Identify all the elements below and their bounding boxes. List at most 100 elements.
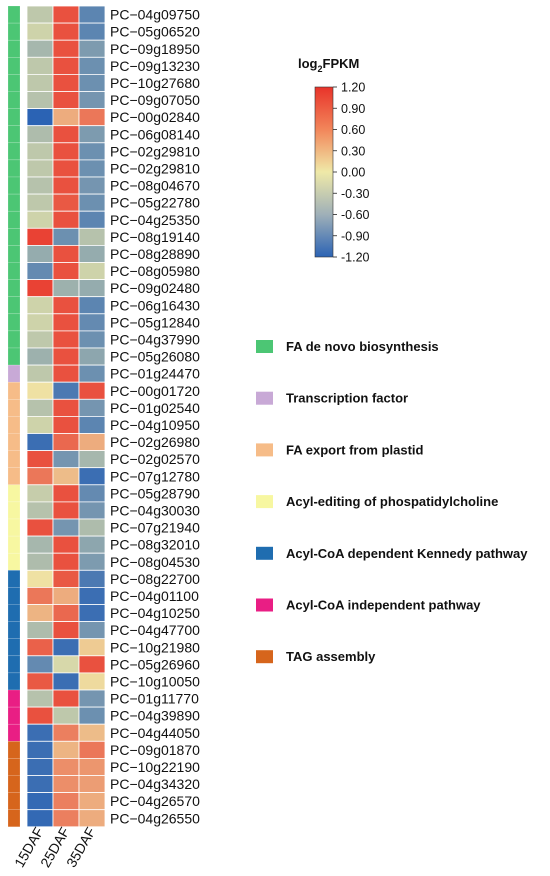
heatmap-cell xyxy=(52,723,80,742)
group-bar-segment xyxy=(7,655,21,674)
heatmap-cell xyxy=(26,604,54,623)
heatmap-cell xyxy=(26,108,54,127)
heatmap-cell xyxy=(78,227,106,246)
group-bar-segment xyxy=(7,672,21,691)
heatmap-cell xyxy=(26,313,54,332)
heatmap-cell xyxy=(78,621,106,640)
heatmap-cell xyxy=(52,193,80,212)
heatmap-cell xyxy=(78,381,106,400)
heatmap-cell xyxy=(52,775,80,794)
heatmap-cell xyxy=(78,689,106,708)
group-legend-label: Acyl-CoA dependent Kennedy pathway xyxy=(286,546,528,561)
group-bar-segment xyxy=(7,399,21,417)
gene-label: PC−09g07050 xyxy=(110,92,200,108)
heatmap-cell xyxy=(78,56,106,75)
heatmap-cell xyxy=(26,569,54,588)
heatmap-cell xyxy=(26,22,54,41)
group-bar-segment xyxy=(7,5,21,24)
gene-label: PC−01g24470 xyxy=(110,366,200,382)
gene-label: PC−08g32010 xyxy=(110,537,200,553)
heatmap-cell xyxy=(52,587,80,605)
heatmap-cell xyxy=(52,484,80,503)
heatmap-cell xyxy=(78,193,106,212)
group-bar-segment xyxy=(7,416,21,434)
group-bar-segment xyxy=(7,159,21,178)
group-bar-segment xyxy=(7,775,21,793)
heatmap-cell xyxy=(78,296,106,315)
heatmap-cell xyxy=(52,227,80,246)
heatmap-cell xyxy=(52,381,80,400)
group-bar-segment xyxy=(7,638,21,657)
gene-label: PC−02g02570 xyxy=(110,451,200,467)
gene-label: PC−08g19140 xyxy=(110,229,200,245)
heatmap-cell xyxy=(26,775,54,794)
gene-label: PC−09g13230 xyxy=(110,58,200,74)
gene-label: PC−02g29810 xyxy=(110,160,200,176)
gene-label: PC−04g09750 xyxy=(110,7,200,23)
gene-label: PC−10g21980 xyxy=(110,639,200,655)
heatmap-cell xyxy=(78,176,106,195)
heatmap-cell xyxy=(78,569,106,588)
gene-label: PC−05g28790 xyxy=(110,485,200,501)
heatmap-cell xyxy=(78,775,106,794)
heatmap-cell xyxy=(78,604,106,623)
group-legend-label: Transcription factor xyxy=(286,391,408,406)
gene-label: PC−05g26960 xyxy=(110,656,200,672)
group-bar-segment xyxy=(7,587,21,605)
heatmap-cell xyxy=(26,159,54,178)
heatmap-cell xyxy=(26,262,54,281)
color-scale-legend: log2FPKM 1.20 0.90 0.60 0.30 0.00 -0.30 -0.60 -… xyxy=(298,56,370,265)
group-bar-segment xyxy=(7,535,21,554)
gene-label: PC−04g10250 xyxy=(110,605,200,621)
gene-label: PC−09g01870 xyxy=(110,742,200,758)
heatmap-cell xyxy=(26,125,54,144)
group-bar-segment xyxy=(7,330,21,349)
color-scale-title: log2FPKM xyxy=(298,56,359,74)
heatmap-cell xyxy=(78,142,106,161)
heatmap-cell xyxy=(78,415,106,434)
heatmap-cell xyxy=(52,604,80,623)
group-legend-swatch xyxy=(256,391,273,405)
group-bar-segment xyxy=(7,193,21,212)
gene-label: PC−08g22700 xyxy=(110,571,200,587)
heatmap-cell xyxy=(52,39,80,58)
heatmap-cell xyxy=(26,655,54,674)
gene-label: PC−08g28890 xyxy=(110,246,200,262)
heatmap-cell xyxy=(26,809,54,828)
heatmap-cell xyxy=(78,313,106,332)
heatmap-cell xyxy=(78,450,106,469)
color-scale-tick-label: 1.20 xyxy=(341,81,365,95)
gene-labels: PC−04g09750PC−05g06520PC−09g18950PC−09g1… xyxy=(110,7,200,827)
gene-label: PC−02g26980 xyxy=(110,434,200,450)
heatmap-cell xyxy=(78,108,106,127)
heatmap-cell xyxy=(26,535,54,554)
group-bar-segment xyxy=(7,142,21,161)
group-bar-segment xyxy=(7,313,21,332)
gene-label: PC−04g44050 xyxy=(110,725,200,741)
heatmap-cell xyxy=(52,91,80,110)
group-bar-segment xyxy=(7,723,21,742)
heatmap-cell xyxy=(78,91,106,110)
heatmap-cell xyxy=(78,347,106,366)
heatmap-cell xyxy=(78,262,106,281)
group-bar-segment xyxy=(7,450,21,468)
gene-label: PC−07g12780 xyxy=(110,468,200,484)
heatmap-cells xyxy=(26,5,106,828)
heatmap-cell xyxy=(78,244,106,263)
heatmap-cell xyxy=(52,638,80,657)
group-bar-segment xyxy=(7,484,21,503)
heatmap-cell xyxy=(78,330,106,349)
group-legend-swatch xyxy=(256,650,273,664)
group-bar-segment xyxy=(7,296,21,315)
group-bar-segment xyxy=(7,758,21,776)
group-bar-segment xyxy=(7,741,21,759)
color-scale-tick-label: 0.90 xyxy=(341,102,365,116)
group-legend: FA de novo biosynthesis Transcription fac… xyxy=(256,339,528,664)
color-scale-tick-label: 0.30 xyxy=(341,144,365,158)
heatmap-cell xyxy=(78,552,106,571)
gene-label: PC−07g21940 xyxy=(110,520,200,536)
heatmap-cell xyxy=(78,39,106,58)
heatmap-cell xyxy=(78,672,106,691)
group-bar-segment xyxy=(7,74,21,92)
heatmap-cell xyxy=(52,758,80,776)
